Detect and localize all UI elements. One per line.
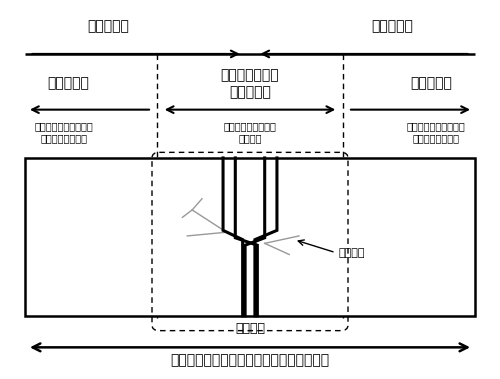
Text: 被接合部材: 被接合部材 [87, 19, 129, 33]
Text: 被接合部材: 被接合部材 [371, 19, 413, 33]
Text: 本体一般部: 本体一般部 [410, 77, 452, 91]
Text: 接合部を有し，一つの部材として扱う部材: 接合部を有し，一つの部材として扱う部材 [170, 353, 330, 367]
Text: 接合の影響を受ける
本体部分: 接合の影響を受ける 本体部分 [224, 121, 276, 143]
Text: ひび割れ: ひび割れ [338, 247, 364, 258]
Text: 接合機構の影響を直接
受けない本体部分: 接合機構の影響を直接 受けない本体部分 [34, 121, 93, 143]
Text: 接合機構の影響を直接
受けない本体部分: 接合機構の影響を直接 受けない本体部分 [407, 121, 466, 143]
Text: 本体一般部: 本体一般部 [48, 77, 90, 91]
Text: 本体の一部でも
ある接合部: 本体の一部でも ある接合部 [220, 69, 280, 99]
Bar [24, 158, 475, 316]
Text: 接合機構: 接合機構 [235, 322, 265, 335]
